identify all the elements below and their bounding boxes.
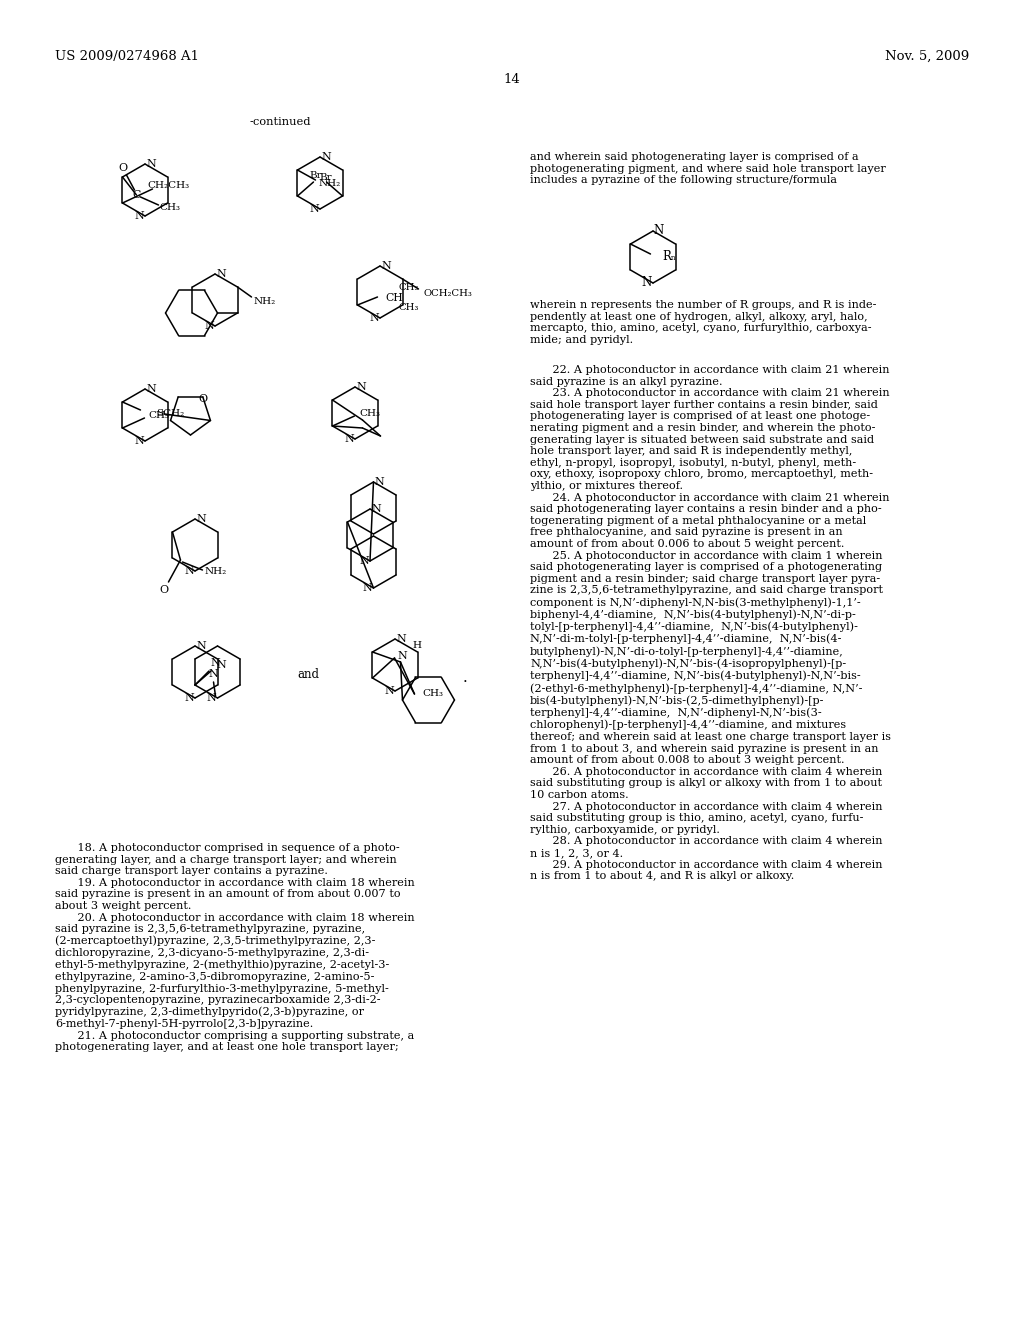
Text: Nov. 5, 2009: Nov. 5, 2009 bbox=[885, 50, 969, 63]
Text: N: N bbox=[381, 261, 391, 271]
Text: NH₂: NH₂ bbox=[318, 180, 341, 189]
Text: SCH₂: SCH₂ bbox=[157, 409, 184, 418]
Text: Br: Br bbox=[309, 172, 322, 181]
Text: and wherein said photogenerating layer is comprised of a
photogenerating pigment: and wherein said photogenerating layer i… bbox=[530, 152, 886, 185]
Text: CH₃: CH₃ bbox=[148, 411, 169, 420]
Text: Br: Br bbox=[319, 173, 332, 181]
Text: N: N bbox=[184, 566, 194, 576]
Text: CH₂CH₃: CH₂CH₃ bbox=[147, 181, 189, 190]
Text: N: N bbox=[146, 158, 156, 169]
Text: N: N bbox=[362, 583, 373, 593]
Text: OCH₂CH₃: OCH₂CH₃ bbox=[423, 289, 472, 298]
Text: Rₙ: Rₙ bbox=[663, 251, 677, 264]
Text: 14: 14 bbox=[504, 73, 520, 86]
Text: CH₃: CH₃ bbox=[398, 304, 419, 313]
Text: N: N bbox=[344, 434, 354, 444]
Text: N: N bbox=[371, 504, 381, 513]
Text: CH₃: CH₃ bbox=[422, 689, 443, 698]
Text: -continued: -continued bbox=[250, 117, 311, 127]
Text: .: . bbox=[463, 671, 467, 685]
Text: 22. A photoconductor in accordance with claim 21 wherein
said pyrazine is an alk: 22. A photoconductor in accordance with … bbox=[530, 366, 891, 882]
Text: N: N bbox=[369, 313, 379, 323]
Text: O: O bbox=[118, 162, 127, 173]
Text: O: O bbox=[159, 585, 168, 595]
Text: CH₃: CH₃ bbox=[359, 408, 380, 417]
Text: NH₂: NH₂ bbox=[205, 568, 226, 577]
Text: N: N bbox=[197, 642, 206, 651]
Text: N: N bbox=[384, 686, 394, 696]
Text: CH₃: CH₃ bbox=[398, 282, 419, 292]
Text: wherein n represents the number of R groups, and R is inde-
pendently at least o: wherein n represents the number of R gro… bbox=[530, 300, 877, 345]
Text: N: N bbox=[642, 276, 652, 289]
Text: 18. A photoconductor comprised in sequence of a photo-
generating layer, and a c: 18. A photoconductor comprised in sequen… bbox=[55, 843, 415, 1052]
Text: NH₂: NH₂ bbox=[253, 297, 275, 305]
Text: N: N bbox=[654, 224, 665, 238]
Text: N: N bbox=[216, 660, 226, 671]
Text: N: N bbox=[184, 693, 194, 704]
Text: N: N bbox=[322, 152, 331, 162]
Text: H: H bbox=[412, 642, 421, 651]
Text: N: N bbox=[134, 211, 144, 220]
Text: N: N bbox=[210, 657, 220, 668]
Text: N: N bbox=[359, 556, 369, 566]
Text: US 2009/0274968 A1: US 2009/0274968 A1 bbox=[55, 50, 199, 63]
Text: N: N bbox=[216, 269, 226, 279]
Text: and: and bbox=[297, 668, 319, 681]
Text: N: N bbox=[207, 693, 216, 704]
Text: N: N bbox=[396, 634, 406, 644]
Text: N: N bbox=[209, 669, 218, 678]
Text: N: N bbox=[197, 513, 206, 524]
Text: N: N bbox=[356, 381, 366, 392]
Text: N: N bbox=[146, 384, 156, 393]
Text: CH: CH bbox=[385, 293, 403, 304]
Text: CH₃: CH₃ bbox=[159, 202, 180, 211]
Text: C: C bbox=[132, 190, 140, 201]
Text: N: N bbox=[397, 651, 408, 661]
Text: N: N bbox=[204, 321, 214, 331]
Text: N: N bbox=[375, 477, 384, 487]
Text: N: N bbox=[309, 205, 318, 214]
Text: N: N bbox=[134, 436, 144, 446]
Text: O: O bbox=[199, 393, 208, 404]
